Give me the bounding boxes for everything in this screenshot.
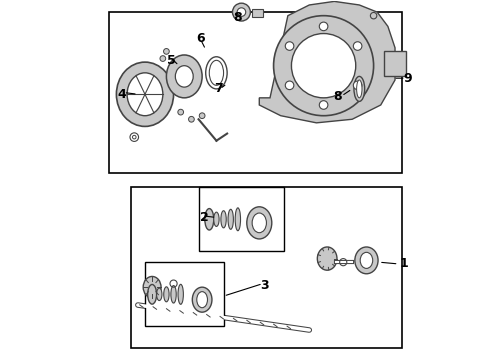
Ellipse shape [147, 284, 157, 304]
Circle shape [132, 135, 136, 139]
Circle shape [178, 109, 184, 115]
Ellipse shape [205, 208, 214, 230]
Text: 9: 9 [403, 72, 412, 85]
Ellipse shape [354, 76, 365, 102]
Ellipse shape [273, 16, 373, 116]
Circle shape [353, 81, 362, 90]
Ellipse shape [127, 73, 163, 116]
Circle shape [189, 116, 194, 122]
Ellipse shape [209, 60, 223, 85]
Bar [131, 187, 402, 348]
Text: 3: 3 [260, 279, 269, 292]
Ellipse shape [292, 33, 356, 98]
Ellipse shape [175, 66, 193, 87]
Ellipse shape [221, 211, 226, 228]
Circle shape [160, 56, 166, 62]
Ellipse shape [235, 208, 241, 231]
Text: 5: 5 [168, 54, 176, 67]
Text: 7: 7 [214, 82, 222, 95]
Ellipse shape [197, 292, 207, 308]
Circle shape [285, 42, 294, 50]
Ellipse shape [355, 247, 378, 274]
Circle shape [319, 22, 328, 31]
Ellipse shape [228, 209, 233, 229]
Text: 8: 8 [234, 11, 242, 24]
Ellipse shape [178, 284, 183, 304]
Circle shape [285, 81, 294, 90]
Bar [145, 262, 223, 327]
Ellipse shape [370, 13, 377, 19]
Circle shape [353, 42, 362, 50]
Text: 1: 1 [399, 257, 408, 270]
Circle shape [164, 49, 169, 54]
Ellipse shape [318, 247, 337, 270]
Ellipse shape [157, 288, 162, 301]
Bar [109, 12, 402, 173]
Ellipse shape [164, 287, 169, 302]
Text: 4: 4 [118, 88, 126, 101]
Ellipse shape [143, 276, 161, 298]
Text: 8: 8 [334, 90, 342, 103]
Ellipse shape [357, 80, 362, 98]
Ellipse shape [214, 212, 219, 226]
Ellipse shape [252, 213, 267, 233]
Circle shape [232, 3, 250, 21]
Circle shape [199, 113, 205, 118]
Bar [384, 51, 406, 76]
Circle shape [319, 101, 328, 109]
Ellipse shape [171, 285, 176, 303]
Bar [198, 187, 284, 251]
Ellipse shape [192, 287, 212, 312]
Ellipse shape [167, 55, 202, 98]
Ellipse shape [247, 207, 272, 239]
Ellipse shape [360, 252, 373, 269]
Circle shape [237, 8, 245, 17]
Text: 6: 6 [196, 32, 205, 45]
Ellipse shape [117, 62, 173, 126]
Bar [252, 9, 263, 18]
Text: 2: 2 [199, 211, 208, 224]
Polygon shape [259, 1, 395, 123]
